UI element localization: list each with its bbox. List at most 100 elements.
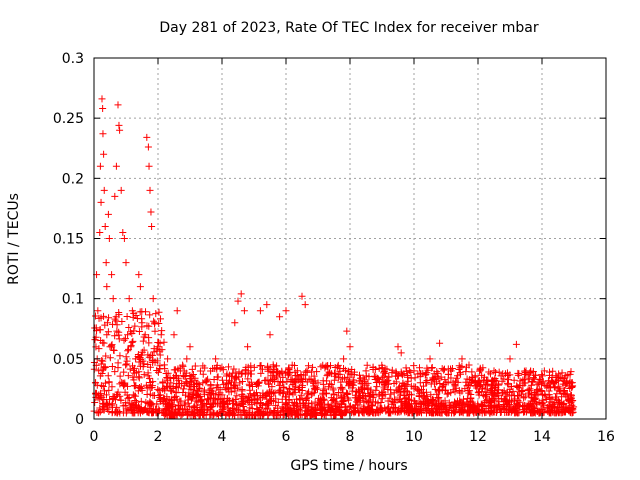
data-point	[287, 376, 295, 384]
data-point	[531, 395, 539, 403]
data-point	[102, 259, 110, 267]
data-point	[548, 395, 556, 403]
data-point	[170, 331, 178, 339]
data-point	[362, 397, 370, 405]
data-point	[147, 401, 155, 409]
data-point	[515, 408, 523, 416]
data-point	[95, 314, 103, 322]
data-point	[532, 399, 540, 407]
data-point	[111, 315, 119, 323]
data-point	[104, 328, 112, 336]
data-point	[97, 198, 105, 206]
data-point	[506, 388, 514, 396]
data-point	[510, 376, 518, 384]
data-point	[531, 394, 539, 402]
data-point	[522, 367, 530, 375]
data-point	[549, 367, 557, 375]
data-point	[447, 401, 455, 409]
data-point	[258, 402, 266, 410]
data-point	[183, 411, 191, 419]
data-point	[369, 398, 377, 406]
data-point	[538, 372, 546, 380]
data-point	[131, 392, 139, 400]
data-point	[186, 343, 194, 351]
data-point	[436, 339, 444, 347]
data-point	[407, 391, 415, 399]
data-point	[120, 336, 128, 344]
data-point	[108, 271, 116, 279]
data-point	[312, 384, 320, 392]
data-point	[168, 387, 176, 395]
data-point	[210, 376, 218, 384]
data-point	[375, 409, 383, 417]
data-point	[100, 186, 108, 194]
data-point	[324, 361, 332, 369]
data-point	[187, 385, 195, 393]
data-point	[115, 335, 123, 343]
data-point	[304, 403, 312, 411]
data-point	[343, 389, 351, 397]
data-point	[115, 121, 123, 129]
data-point	[108, 383, 116, 391]
data-point	[349, 384, 357, 392]
data-point	[106, 354, 114, 362]
data-point	[319, 410, 327, 418]
data-point	[416, 408, 424, 416]
data-point	[127, 328, 135, 336]
data-point	[95, 391, 103, 399]
data-point	[110, 346, 118, 354]
data-point	[219, 376, 227, 384]
data-point	[345, 396, 353, 404]
data-point	[101, 387, 109, 395]
data-point	[331, 411, 339, 419]
data-point	[423, 378, 431, 386]
data-point	[197, 408, 205, 416]
data-point	[194, 398, 202, 406]
data-point	[436, 387, 444, 395]
data-point	[490, 391, 498, 399]
data-point	[337, 384, 345, 392]
data-point	[475, 391, 483, 399]
data-point	[244, 343, 252, 351]
data-point	[297, 370, 305, 378]
data-point	[174, 384, 182, 392]
data-point	[495, 368, 503, 376]
data-point	[538, 400, 546, 408]
data-point	[416, 369, 424, 377]
y-tick-label: 0.25	[53, 111, 84, 127]
data-point	[395, 386, 403, 394]
data-point	[108, 401, 116, 409]
data-point	[113, 327, 121, 335]
data-point	[202, 400, 210, 408]
data-point	[149, 378, 157, 386]
data-point	[295, 407, 303, 415]
data-point	[377, 399, 385, 407]
data-point	[330, 376, 338, 384]
data-point	[156, 315, 164, 323]
data-point	[98, 370, 106, 378]
data-point	[553, 377, 561, 385]
data-point	[212, 355, 220, 363]
data-point	[104, 403, 112, 411]
data-point	[141, 331, 149, 339]
data-point	[356, 371, 364, 379]
data-point	[463, 382, 471, 390]
data-point	[204, 375, 212, 383]
data-point	[98, 95, 106, 103]
data-point	[210, 411, 218, 419]
data-point	[278, 403, 286, 411]
data-point	[371, 375, 379, 383]
data-point	[159, 378, 167, 386]
data-point	[189, 371, 197, 379]
data-point	[378, 365, 386, 373]
data-point	[497, 372, 505, 380]
data-point	[490, 367, 498, 375]
data-point	[377, 405, 385, 413]
data-point	[176, 397, 184, 405]
data-point	[143, 133, 151, 141]
data-point	[349, 376, 357, 384]
data-point	[154, 343, 162, 351]
data-point	[285, 366, 293, 374]
data-point	[469, 403, 477, 411]
data-point	[123, 360, 131, 368]
